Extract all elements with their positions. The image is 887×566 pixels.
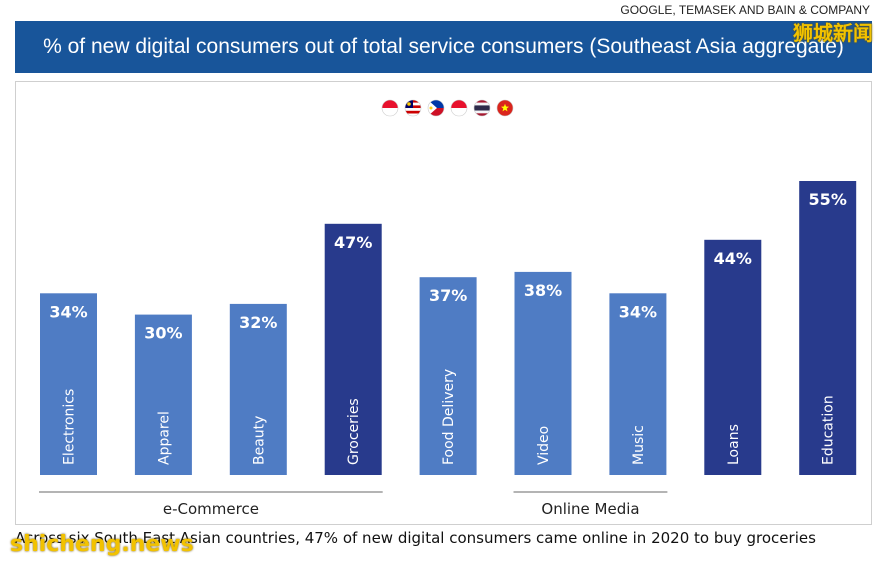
- flag-icon-thailand: [473, 99, 491, 117]
- value-label: 34%: [49, 302, 87, 321]
- bar-groceries: [324, 223, 382, 475]
- bar-loans: [704, 239, 762, 475]
- chart-caption: Across six South East Asian countries, 4…: [15, 529, 816, 547]
- value-label: 34%: [619, 302, 657, 321]
- value-label: 55%: [809, 190, 847, 209]
- category-label: Groceries: [346, 398, 362, 465]
- group-label: e-Commerce: [163, 500, 259, 518]
- category-label: Beauty: [251, 416, 267, 465]
- source-credit: GOOGLE, TEMASEK AND BAIN & COMPANY: [620, 3, 870, 17]
- category-label: Music: [631, 425, 647, 465]
- value-label: 30%: [144, 324, 182, 343]
- category-label: Video: [536, 426, 552, 465]
- category-label: Education: [821, 395, 837, 465]
- flag-icons: [381, 99, 514, 117]
- category-groups: e-Commerce Online Media: [39, 491, 668, 518]
- category-label: Food Delivery: [441, 369, 457, 465]
- bar-music: [609, 293, 667, 475]
- bar-chart: 34% Electronics 30% Apparel 32% Beauty 47% Groc…: [39, 99, 857, 518]
- flag-icon-singapore: [450, 99, 468, 117]
- flag-icon-philippines: [427, 99, 445, 117]
- group-label: Online Media: [541, 500, 639, 518]
- bars: 34% Electronics 30% Apparel 32% Beauty 47% Groc…: [40, 181, 857, 475]
- watermark-chinese: 狮城新闻: [793, 21, 873, 45]
- category-label: Loans: [726, 424, 742, 465]
- value-label: 38%: [524, 281, 562, 300]
- value-label: 32%: [239, 313, 277, 332]
- flag-icon-malaysia: [404, 99, 422, 117]
- chart-title-bar: % of new digital consumers out of total …: [15, 21, 872, 73]
- bar-apparel: [134, 314, 192, 475]
- flag-icon-vietnam: [496, 99, 514, 117]
- flag-icon-indonesia: [381, 99, 399, 117]
- bar-beauty: [229, 303, 287, 475]
- value-label: 47%: [334, 233, 372, 252]
- chart-panel: 34% Electronics 30% Apparel 32% Beauty 47% Groc…: [15, 81, 872, 525]
- value-label: 37%: [429, 286, 467, 305]
- bar-education: [799, 181, 857, 475]
- bar-electronics: [40, 293, 97, 475]
- bar-video: [514, 271, 572, 475]
- category-label: Apparel: [156, 411, 172, 465]
- watermark-english: shicheng.news: [10, 532, 194, 557]
- category-label: Electronics: [62, 389, 78, 465]
- bar-food-delivery: [419, 277, 477, 475]
- value-label: 44%: [714, 249, 752, 268]
- chart-title: % of new digital consumers out of total …: [43, 35, 844, 58]
